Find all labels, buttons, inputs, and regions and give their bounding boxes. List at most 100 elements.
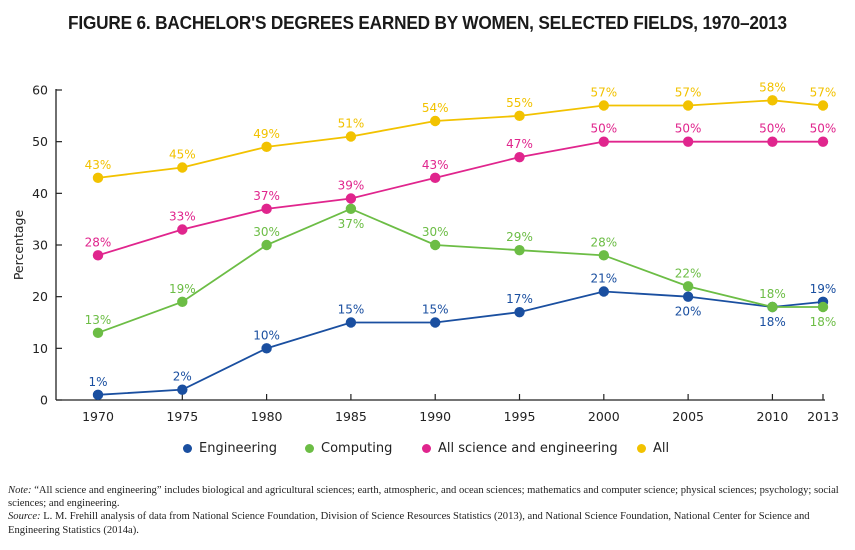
series-points bbox=[92, 95, 829, 401]
data-label-engineering: 21% bbox=[590, 272, 617, 286]
data-point-all bbox=[430, 115, 441, 127]
data-point-engineering bbox=[598, 286, 610, 297]
data-label-all: 57% bbox=[675, 86, 702, 100]
y-tick-label: 50 bbox=[32, 134, 48, 149]
data-point-computing bbox=[261, 239, 272, 251]
data-label-all: 54% bbox=[422, 101, 449, 115]
data-label-computing: 29% bbox=[506, 230, 533, 244]
data-point-engineering bbox=[177, 384, 188, 395]
data-label-engineering: 19% bbox=[810, 282, 837, 296]
legend-label-all: All bbox=[653, 441, 670, 456]
data-point-computing bbox=[767, 301, 778, 313]
data-point-all bbox=[345, 131, 357, 142]
data-point-computing bbox=[682, 281, 694, 292]
note-label: Note: bbox=[8, 485, 32, 496]
legend-item-all-science-engineering: All science and engineering bbox=[422, 441, 618, 456]
data-label-all-science-and-engineering: 39% bbox=[338, 179, 365, 193]
data-label-all: 43% bbox=[85, 158, 112, 172]
data-point-computing bbox=[817, 301, 829, 313]
y-axis-label: Percentage bbox=[11, 210, 26, 281]
y-tick-label: 0 bbox=[40, 393, 48, 408]
source: Source: L. M. Frehill analysis of data f… bbox=[8, 510, 848, 536]
x-tick-label: 2013 bbox=[807, 409, 839, 424]
x-tick-label: 1995 bbox=[504, 409, 536, 424]
legend-item-engineering: Engineering bbox=[183, 441, 277, 456]
legend-label-engineering: Engineering bbox=[199, 441, 277, 456]
data-point-computing bbox=[92, 327, 104, 339]
x-tick-label: 1980 bbox=[251, 409, 283, 424]
source-label: Source: bbox=[8, 511, 41, 523]
data-point-engineering bbox=[92, 389, 104, 401]
data-label-all: 45% bbox=[169, 148, 196, 162]
data-point-engineering bbox=[345, 317, 357, 328]
axes: 0 10 20 30 40 50 60 1970 1975 1980 1985 1990 1995 200… bbox=[32, 83, 839, 425]
data-label-all-science-and-engineering: 37% bbox=[253, 189, 280, 203]
data-point-computing bbox=[177, 296, 188, 308]
data-label-all: 51% bbox=[338, 117, 365, 131]
note: Note: “All science and engineering” incl… bbox=[8, 484, 848, 510]
data-point-engineering bbox=[430, 317, 441, 328]
data-point-engineering bbox=[682, 291, 694, 302]
legend-label-computing: Computing bbox=[321, 441, 393, 456]
data-labels: 1% 2% 10% 15% 15% 17% 21% 20% 18% 19% 13% 19% 30% 37%… bbox=[85, 80, 837, 389]
data-label-engineering: 15% bbox=[422, 303, 449, 317]
data-point-all bbox=[261, 141, 272, 153]
x-tick-label: 2010 bbox=[757, 409, 789, 424]
data-label-engineering: 10% bbox=[253, 328, 280, 342]
series-line-all bbox=[97, 99, 824, 179]
figure-notes: Note: “All science and engineering” incl… bbox=[8, 484, 848, 537]
line-chart: 0 10 20 30 40 50 60 1970 1975 1980 1985 1990 1995 200… bbox=[11, 80, 839, 425]
data-label-computing: 22% bbox=[675, 266, 702, 280]
data-label-all-science-and-engineering: 50% bbox=[810, 122, 837, 136]
y-tick-label: 10 bbox=[32, 341, 48, 356]
data-point-all bbox=[598, 100, 610, 111]
y-tick-label: 40 bbox=[32, 186, 48, 201]
data-label-computing: 18% bbox=[759, 287, 786, 301]
data-label-computing: 37% bbox=[338, 217, 365, 231]
data-label-computing: 18% bbox=[810, 315, 837, 329]
data-point-all-science-and-engineering bbox=[430, 172, 441, 184]
data-label-computing: 28% bbox=[590, 235, 617, 249]
x-tick-label: 2005 bbox=[672, 409, 704, 424]
legend-marker-engineering bbox=[183, 444, 192, 453]
data-label-all-science-and-engineering: 43% bbox=[422, 158, 449, 172]
data-label-computing: 19% bbox=[169, 282, 196, 296]
x-tick-label: 1985 bbox=[335, 409, 367, 424]
data-label-engineering: 20% bbox=[675, 305, 702, 319]
data-point-all bbox=[682, 100, 694, 111]
data-point-all-science-and-engineering bbox=[598, 136, 610, 147]
legend-label-all-science-engineering: All science and engineering bbox=[438, 441, 618, 456]
x-tick-label: 1970 bbox=[82, 409, 114, 424]
data-label-engineering: 1% bbox=[88, 375, 107, 389]
x-tick-label: 1990 bbox=[419, 409, 451, 424]
legend-marker-all bbox=[637, 444, 646, 453]
data-label-all-science-and-engineering: 50% bbox=[590, 122, 617, 136]
x-tick-label: 1975 bbox=[166, 409, 198, 424]
data-point-all-science-and-engineering bbox=[177, 224, 188, 235]
data-label-engineering: 18% bbox=[759, 315, 786, 329]
data-point-all-science-and-engineering bbox=[767, 136, 778, 147]
legend-item-all: All bbox=[637, 441, 669, 456]
data-point-engineering bbox=[261, 343, 272, 354]
data-label-all-science-and-engineering: 28% bbox=[85, 235, 112, 249]
data-label-all: 57% bbox=[590, 86, 617, 100]
data-point-computing bbox=[430, 239, 441, 251]
data-label-engineering: 17% bbox=[506, 292, 533, 306]
data-label-computing: 30% bbox=[422, 225, 449, 239]
legend-item-computing: Computing bbox=[305, 441, 392, 456]
data-point-engineering bbox=[514, 306, 525, 318]
chart-title: FIGURE 6. BACHELOR'S DEGREES EARNED BY W… bbox=[68, 12, 787, 33]
data-point-computing bbox=[598, 250, 610, 261]
series-line-engineering bbox=[97, 290, 824, 396]
series-line-computing bbox=[97, 207, 823, 334]
data-label-computing: 13% bbox=[85, 313, 112, 327]
data-label-engineering: 15% bbox=[338, 303, 365, 317]
data-point-all-science-and-engineering bbox=[817, 136, 829, 147]
data-point-all bbox=[817, 100, 829, 111]
series-line-all-science-and-engineering bbox=[97, 140, 823, 257]
data-point-all bbox=[92, 172, 104, 184]
data-point-all-science-and-engineering bbox=[682, 136, 694, 147]
note-text: “All science and engineering” includes b… bbox=[8, 485, 839, 510]
data-point-all-science-and-engineering bbox=[261, 203, 272, 215]
series-lines bbox=[97, 99, 824, 396]
